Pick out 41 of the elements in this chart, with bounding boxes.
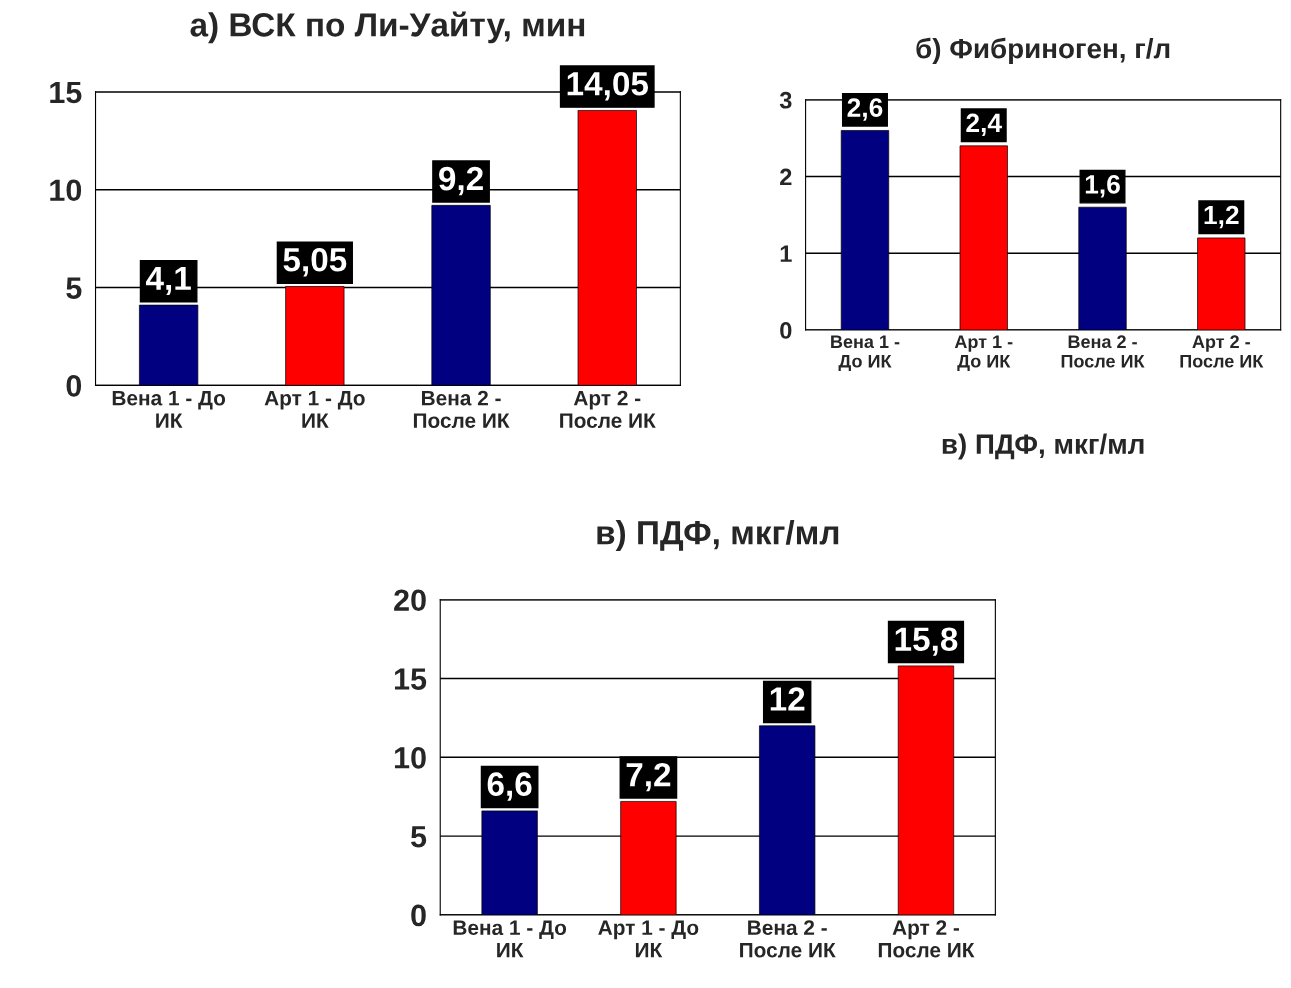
y-tick-label: 10	[394, 747, 426, 769]
x-tick-label: Вена 1 - До ИК	[453, 920, 567, 958]
y-tick-label: 5	[66, 277, 82, 299]
x-tick-label: Вена 2 - После ИК	[1061, 335, 1145, 368]
data-label: 7,2	[626, 762, 671, 792]
chart-title: в) ПДФ, мкг/мл	[597, 520, 839, 552]
data-label: 12	[770, 687, 805, 711]
data-label: 9,2	[439, 166, 483, 196]
x-tick-label: Вена 2 - После ИК	[740, 920, 836, 958]
data-label: 5,05	[283, 248, 347, 277]
x-tick-label: Арт 1 - До ИК	[264, 390, 365, 428]
data-label: 6,6	[487, 772, 532, 801]
y-tick-label: 10	[50, 179, 82, 202]
x-tick-label: Арт 2 - После ИК	[878, 920, 975, 958]
data-label: 1,6	[1085, 174, 1120, 198]
x-tick-label: Вена 2 - После ИК	[413, 390, 510, 428]
x-tick-label: Вена 1 - До ИК	[112, 390, 226, 428]
chart-title: б) Фибриноген, г/л	[916, 37, 1170, 64]
y-tick-label: 0	[66, 375, 82, 397]
x-tick-label: Вена 1 - До ИК	[831, 335, 900, 371]
y-tick-label: 15	[50, 81, 82, 104]
y-tick-label: 5	[410, 826, 427, 848]
data-label: 1,2	[1204, 205, 1239, 229]
data-label: 4,1	[145, 266, 191, 296]
chart-title: а) ВСК по Ли-Уайту, мин	[190, 11, 585, 44]
y-tick-label: 20	[394, 589, 426, 612]
x-tick-label: Арт 1 - До ИК	[598, 920, 699, 958]
y-tick-label: 3	[779, 91, 792, 109]
data-label: 2,6	[847, 98, 883, 121]
data-label: 15,8	[895, 627, 958, 656]
x-tick-label: Арт 2 - После ИК	[560, 390, 656, 428]
text: в) ПДФ, мкг/мл	[942, 433, 1144, 460]
y-tick-label: 15	[394, 668, 427, 690]
x-tick-label: Арт 1 - До ИК	[954, 335, 1013, 371]
y-tick-label: 0	[411, 904, 426, 927]
y-tick-label: 2	[780, 168, 792, 186]
data-label: 14,05	[567, 71, 649, 101]
x-tick-label: Арт 2 - После ИК	[1180, 335, 1264, 368]
data-label: 2,4	[966, 113, 1002, 137]
y-tick-label: 1	[780, 245, 792, 262]
y-tick-label: 0	[780, 322, 792, 339]
